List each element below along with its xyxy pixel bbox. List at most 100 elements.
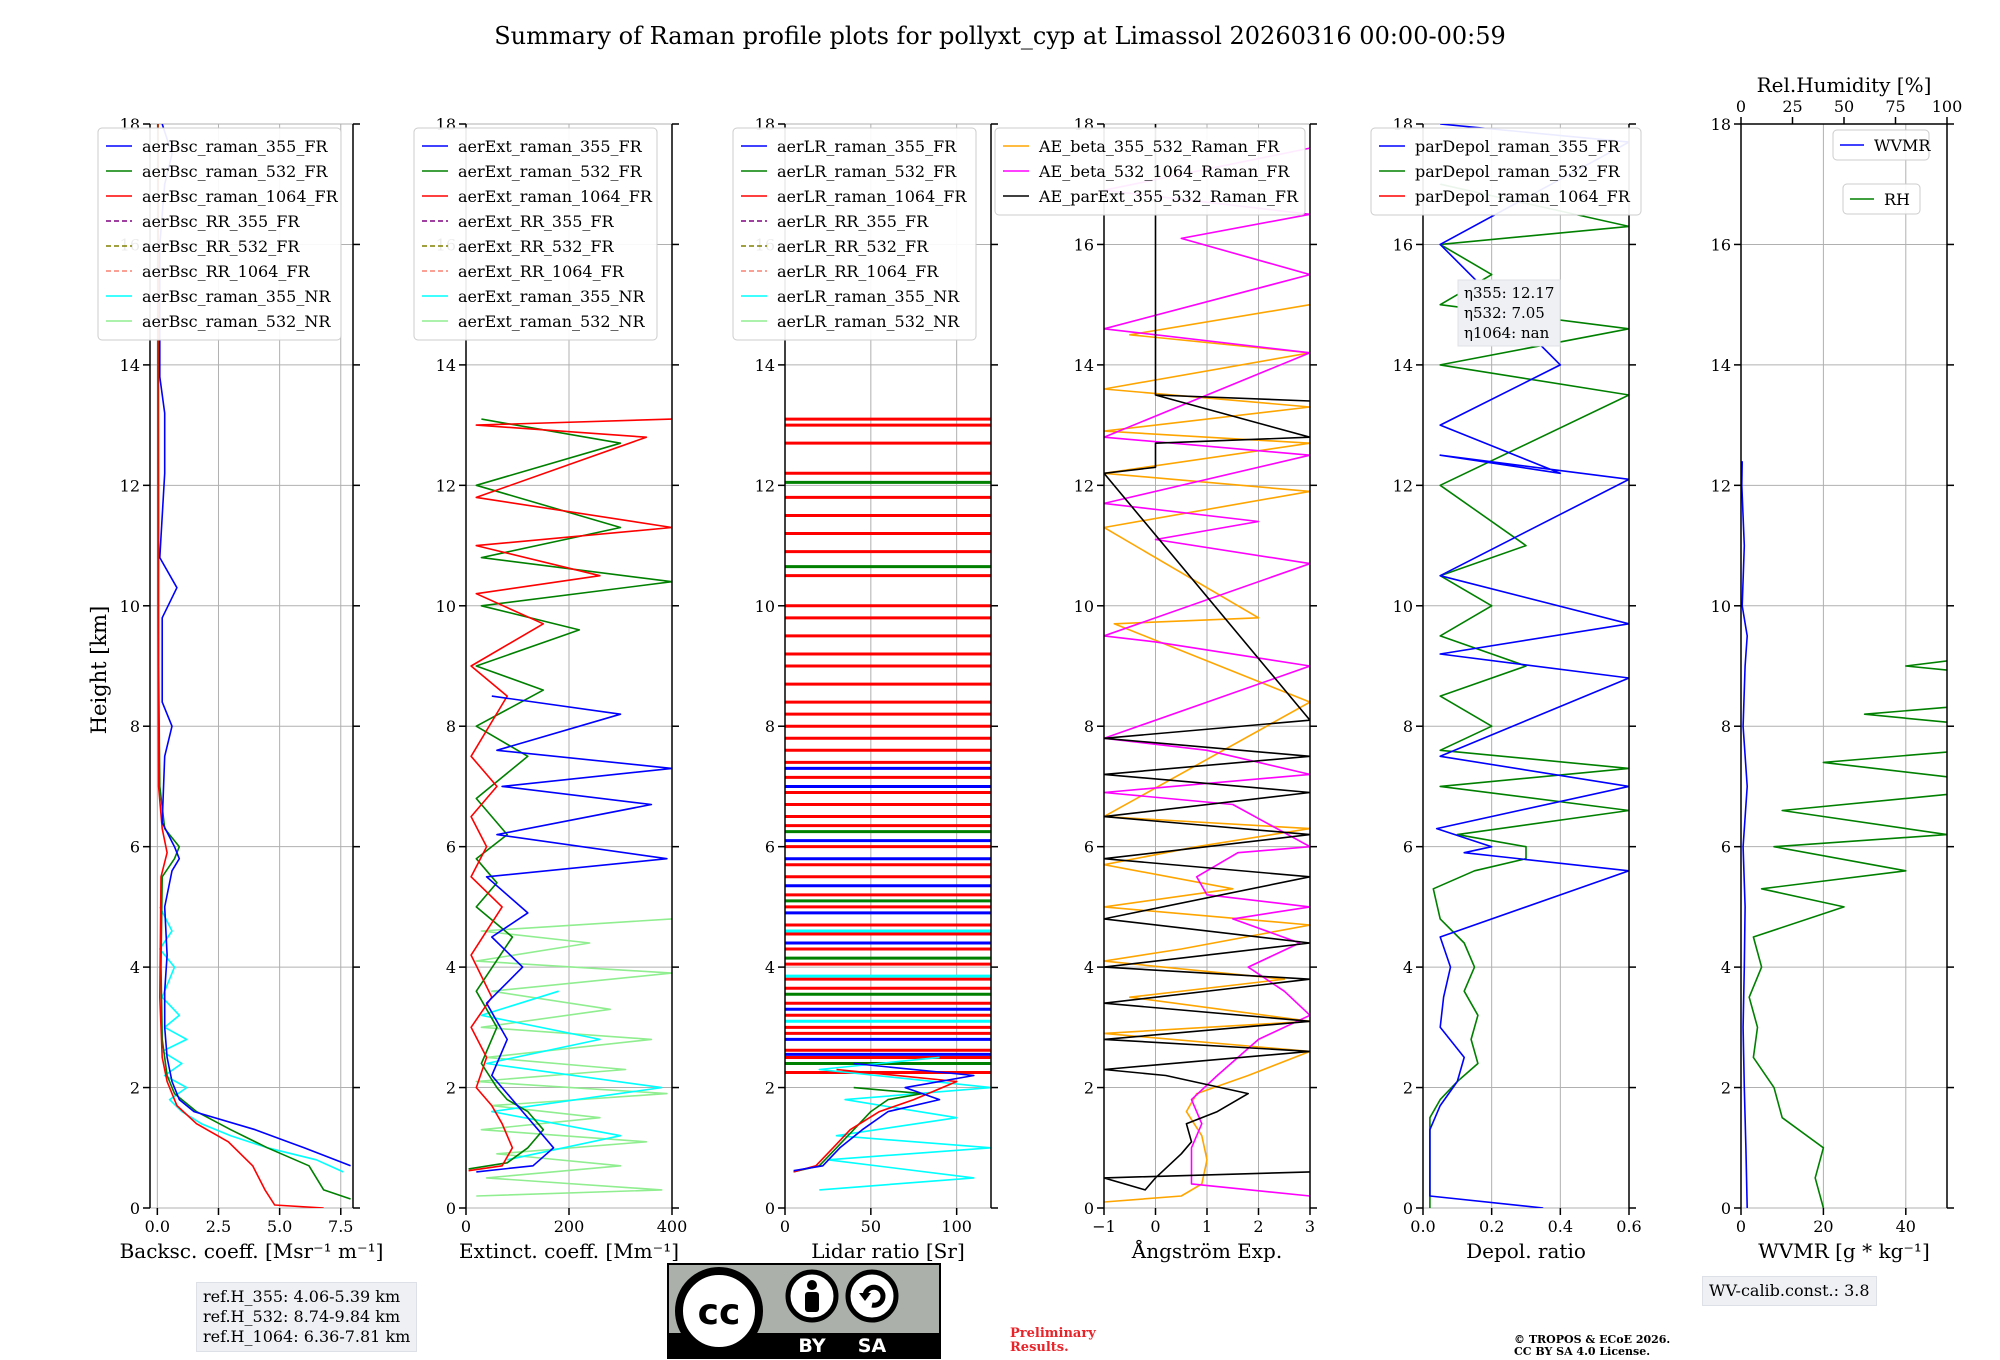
- legend-label: aerExt_raman_355_NR: [458, 287, 646, 306]
- y-tick-label: 10: [1393, 597, 1413, 616]
- panel-ext: 0246810121416180200400Extinct. coeff. [M…: [413, 115, 688, 1263]
- y-tick-label: 14: [1393, 356, 1413, 375]
- legend-box: [1842, 183, 1921, 215]
- x-tick-label: 0.0: [1410, 1217, 1435, 1236]
- y-tick-label: 18: [1711, 115, 1731, 134]
- preliminary-note: Preliminary Results.: [1010, 1327, 1096, 1355]
- legend-label: aerLR_RR_532_FR: [777, 237, 929, 256]
- plot-area-ext: [468, 418, 672, 1197]
- wv-calib-box: WV-calib.const.: 3.8: [1702, 1276, 1877, 1306]
- legend-label: aerExt_raman_532_FR: [458, 162, 643, 181]
- ref-height-1064: ref.H_1064: 6.36-7.81 km: [203, 1327, 411, 1346]
- legend-label: aerBsc_RR_1064_FR: [142, 262, 311, 281]
- legend-box: [994, 127, 1306, 216]
- legend-label: AE_parExt_355_532_Raman_FR: [1038, 187, 1299, 206]
- y-tick-label: 16: [1393, 235, 1413, 254]
- series-aerLR_raman_532_FR: [793, 1086, 924, 1173]
- legend-label: aerLR_RR_355_FR: [777, 212, 929, 231]
- y-tick-label: 12: [436, 476, 456, 495]
- series-aerExt_raman_355_FR: [476, 695, 672, 1173]
- y-tick-label: 4: [446, 958, 456, 977]
- panel-lr: 024681012141618050100Lidar ratio [Sr]aer…: [732, 115, 998, 1263]
- y-tick-label: 0: [1084, 1199, 1094, 1218]
- legend-label: aerBsc_RR_532_FR: [142, 237, 300, 256]
- x-tick-label: 0.4: [1548, 1217, 1573, 1236]
- y-tick-label: 12: [120, 476, 140, 495]
- x-axis-label: Extinct. coeff. [Mm⁻¹]: [459, 1239, 679, 1263]
- y-tick-label: 14: [1074, 356, 1094, 375]
- series-aerLR_raman_355_NR: [818, 1056, 991, 1191]
- x-tick-label: −1: [1092, 1217, 1116, 1236]
- y-tick-label: 12: [1711, 476, 1731, 495]
- legend-box: [732, 127, 977, 341]
- legend-label: aerBsc_raman_532_NR: [142, 312, 331, 331]
- legend-bsc: aerBsc_raman_355_FR aerBsc_raman_532_FRae…: [97, 127, 342, 341]
- x-tick-label: 0.2: [1479, 1217, 1504, 1236]
- y-tick-label: 16: [1074, 235, 1094, 254]
- legend-label: aerExt_raman_355_FR: [458, 137, 643, 156]
- y-tick-label: 14: [120, 356, 140, 375]
- y-tick-label: 14: [436, 356, 456, 375]
- y-tick-label: 6: [130, 838, 140, 857]
- eta-annotation: η355: 12.17 η532: 7.05 η1064: nan: [1457, 279, 1561, 347]
- plot-area-dep: [1429, 124, 1629, 1208]
- top-x-tick-label: 25: [1782, 97, 1802, 116]
- legend-label: AE_beta_532_1064_Raman_FR: [1038, 162, 1290, 181]
- y-tick-label: 2: [1721, 1079, 1731, 1098]
- x-tick-label: 200: [554, 1217, 585, 1236]
- top-x-tick-label: 100: [1932, 97, 1963, 116]
- series-parDepol_raman_532_FR: [1429, 183, 1629, 1208]
- series-aerExt_raman_1064_FR: [468, 418, 672, 1172]
- x-tick-label: 100: [941, 1217, 972, 1236]
- top-x-axis-label: Rel.Humidity [%]: [1757, 73, 1932, 97]
- y-axis-label: Height [km]: [87, 606, 111, 735]
- x-tick-label: 0: [461, 1217, 471, 1236]
- ref-height-532: ref.H_532: 8.74-9.84 km: [203, 1307, 401, 1326]
- y-tick-label: 12: [755, 476, 775, 495]
- legend-label: AE_beta_355_532_Raman_FR: [1038, 137, 1280, 156]
- legend-label: aerLR_RR_1064_FR: [777, 262, 939, 281]
- legend-label: aerLR_raman_532_FR: [777, 162, 957, 181]
- legend-dep: parDepol_raman_355_FR parDepol_raman_532_…: [1370, 127, 1642, 216]
- legend-lr: aerLR_raman_355_FR aerLR_raman_532_FR aerL…: [732, 127, 977, 341]
- sa-share-alike-icon: [845, 1269, 899, 1323]
- legend-label: aerExt_RR_532_FR: [458, 237, 615, 256]
- x-axis-label: WVMR [g * kg⁻¹]: [1758, 1239, 1930, 1263]
- eta-box: [1457, 279, 1561, 347]
- x-tick-label: 1: [1202, 1217, 1212, 1236]
- legend-label: aerLR_raman_532_NR: [777, 312, 960, 331]
- series-AE_parExt_355_532_Raman_FR: [1104, 124, 1310, 1191]
- series-aerBsc_raman_1064_FR: [157, 124, 324, 1208]
- copyright-line-1: © TROPOS & ECoE 2026.: [1514, 1333, 1671, 1346]
- y-tick-label: 6: [765, 838, 775, 857]
- cc-icon-text: cc: [698, 1292, 741, 1333]
- x-axis-label: Depol. ratio: [1466, 1239, 1586, 1263]
- series-aerExt_raman_532_NR: [475, 918, 672, 1197]
- preliminary-line-2: Results.: [1010, 1340, 1069, 1355]
- x-tick-label: 3: [1305, 1217, 1315, 1236]
- copyright-line-2: CC BY SA 4.0 License.: [1514, 1345, 1651, 1358]
- x-tick-label: 400: [657, 1217, 688, 1236]
- y-tick-label: 10: [755, 597, 775, 616]
- y-tick-label: 8: [1403, 717, 1413, 736]
- y-tick-label: 2: [765, 1079, 775, 1098]
- x-tick-label: 2.5: [206, 1217, 231, 1236]
- y-tick-label: 4: [130, 958, 140, 977]
- legend-label: aerBsc_raman_355_NR: [142, 287, 331, 306]
- by-label: BY: [798, 1335, 825, 1357]
- x-axis-label: Backsc. coeff. [Msr⁻¹ m⁻¹]: [120, 1239, 384, 1263]
- series-aerBsc_raman_355_FR: [159, 124, 351, 1167]
- y-tick-label: 8: [446, 717, 456, 736]
- y-tick-label: 8: [765, 717, 775, 736]
- series-WVMR: [1741, 461, 1748, 1208]
- y-tick-label: 12: [1074, 476, 1094, 495]
- legend-label: parDepol_raman_355_FR: [1415, 137, 1621, 156]
- y-tick-label: 0: [130, 1199, 140, 1218]
- legend-box: [1370, 127, 1642, 216]
- y-tick-label: 6: [1721, 838, 1731, 857]
- x-tick-label: 0: [1736, 1217, 1746, 1236]
- legend-label: parDepol_raman_532_FR: [1415, 162, 1621, 181]
- y-tick-label: 2: [1403, 1079, 1413, 1098]
- series-parDepol_raman_355_FR: [1429, 124, 1629, 1208]
